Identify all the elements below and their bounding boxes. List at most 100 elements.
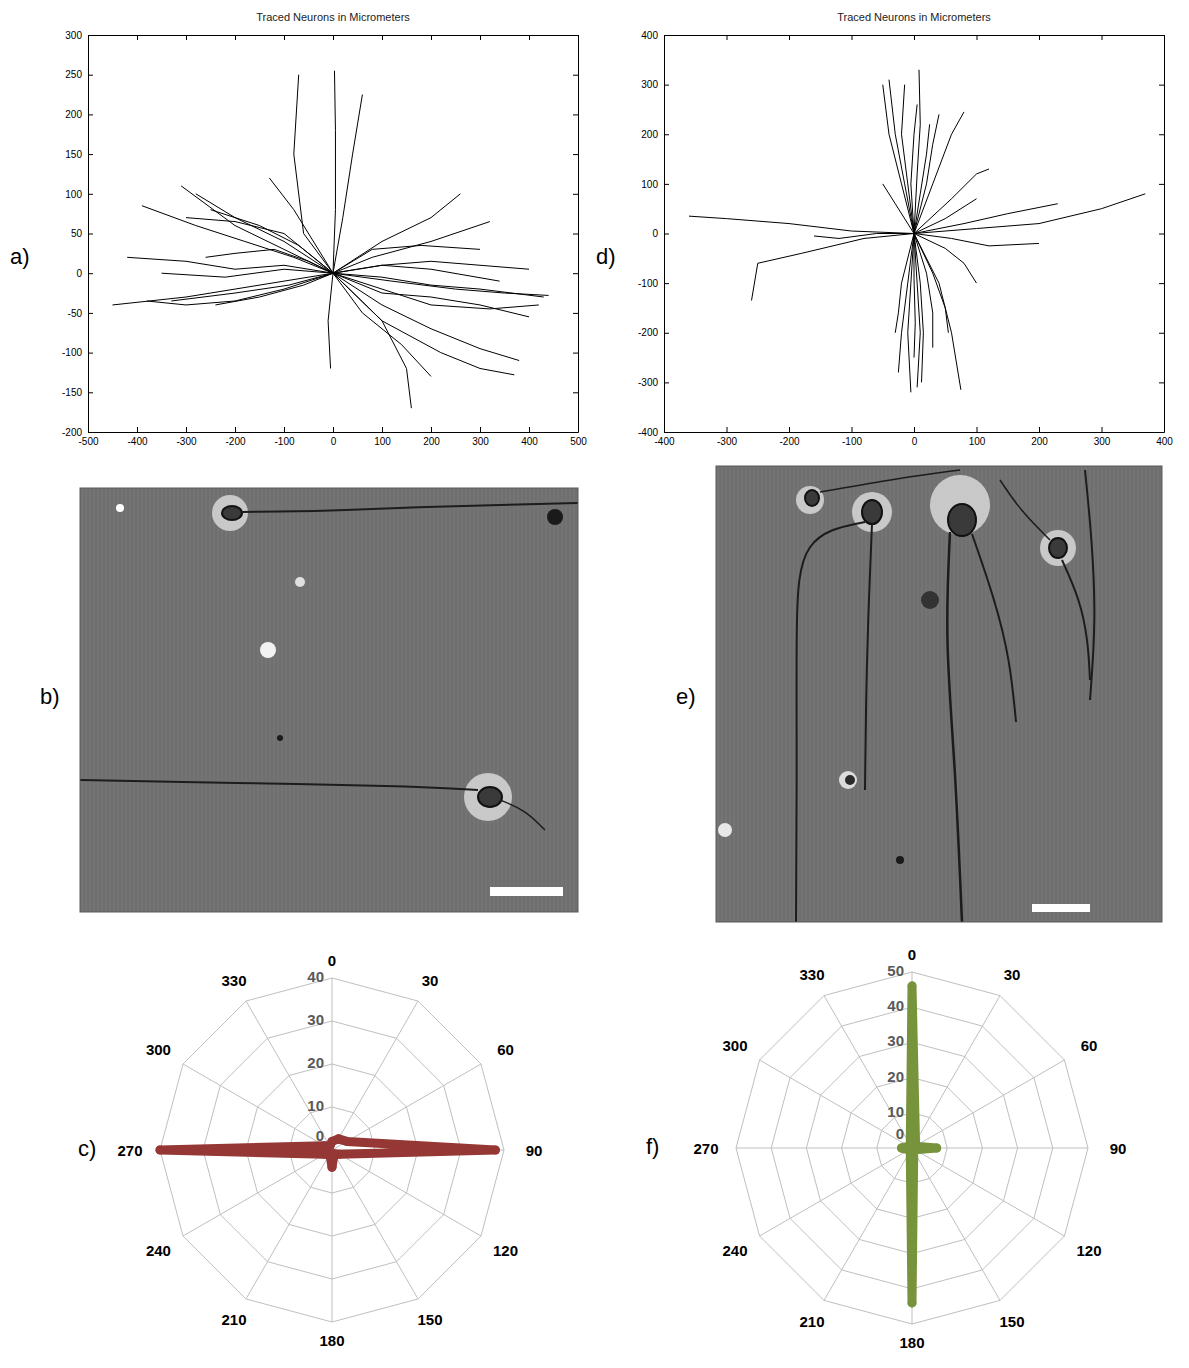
texture [1160,466,1161,922]
tick-mark [88,313,93,314]
tick-mark [1159,184,1164,185]
tick-label: 500 [570,436,587,447]
tick [977,35,978,40]
texture [856,466,857,922]
texture [772,466,773,922]
tick: -200 [779,427,799,447]
tick [573,353,578,354]
tick: -400 [638,427,669,438]
texture [456,488,457,912]
texture [180,488,181,912]
trace [895,234,914,333]
category-label: 240 [146,1242,171,1259]
radar-point [908,1298,917,1307]
tick-label: 300 [472,436,489,447]
debris [921,591,939,609]
radar-line [160,1139,495,1167]
texture [1020,466,1021,922]
texture [292,488,293,912]
tick: -200 [638,327,669,338]
tick-mark [333,35,334,40]
trace [211,210,334,274]
texture [768,466,769,922]
texture [752,466,753,922]
texture [152,488,153,912]
soma [478,787,502,807]
texture [436,488,437,912]
tick-mark [727,427,728,432]
radar-point [491,1146,500,1155]
trace [333,95,362,274]
texture [880,466,881,922]
texture [332,488,333,912]
texture [204,488,205,912]
texture [928,466,929,922]
texture [1080,466,1081,922]
tick-mark [88,392,93,393]
spoke [912,996,1000,1148]
texture [108,488,109,912]
texture [400,488,401,912]
tick-mark [431,35,432,40]
ring-label: 0 [896,1125,904,1142]
tick-label: -50 [68,308,83,319]
texture [780,466,781,922]
spoke [183,1064,332,1150]
texture [556,488,557,912]
trace [814,234,914,239]
chart-title: Traced Neurons in Micrometers [256,11,410,23]
radar-point [325,1142,334,1151]
traces [113,71,549,408]
tick-mark [573,273,578,274]
texture [212,488,213,912]
trace [914,194,1145,234]
tick-mark [573,35,578,36]
texture [84,488,85,912]
texture [980,466,981,922]
tick-mark [664,283,669,284]
texture [388,488,389,912]
texture [128,488,129,912]
texture [852,466,853,922]
micrograph [716,466,1162,922]
tick: 0 [912,427,918,447]
trace [196,194,333,273]
tick-mark [1159,333,1164,334]
texture [356,488,357,912]
tick-label: 100 [65,189,82,200]
radar-point [156,1146,165,1155]
labels: 0102030400306090120150180210240270300330 [117,952,542,1349]
tick-mark [789,35,790,40]
texture [720,466,721,922]
tick-label: 300 [641,79,658,90]
texture [904,466,905,922]
category-label: 330 [221,972,246,989]
tick: 400 [641,30,669,41]
texture [276,488,277,912]
texture [1024,466,1025,922]
tick-mark [186,427,187,432]
tick: 200 [641,129,669,140]
category-label: 150 [417,1311,442,1328]
texture [100,488,101,912]
tick-label: 0 [912,436,918,447]
trace [889,80,914,234]
category-label: 300 [146,1041,171,1058]
tick-mark [1159,283,1164,284]
texture [408,488,409,912]
texture [244,488,245,912]
ring-label: 20 [307,1054,324,1071]
tick-label: -200 [638,327,658,338]
radar-chart: 0102030400306090120150180210240270300330 [117,952,542,1349]
tick-label: -500 [78,436,98,447]
trace [333,222,490,274]
tick: -100 [274,427,294,447]
tick [1159,35,1164,36]
texture [788,466,789,922]
tick [573,154,578,155]
ring-label: 40 [307,968,324,985]
tick-label: 200 [65,109,82,120]
texture [576,488,577,912]
debris [839,771,857,789]
texture [744,466,745,922]
